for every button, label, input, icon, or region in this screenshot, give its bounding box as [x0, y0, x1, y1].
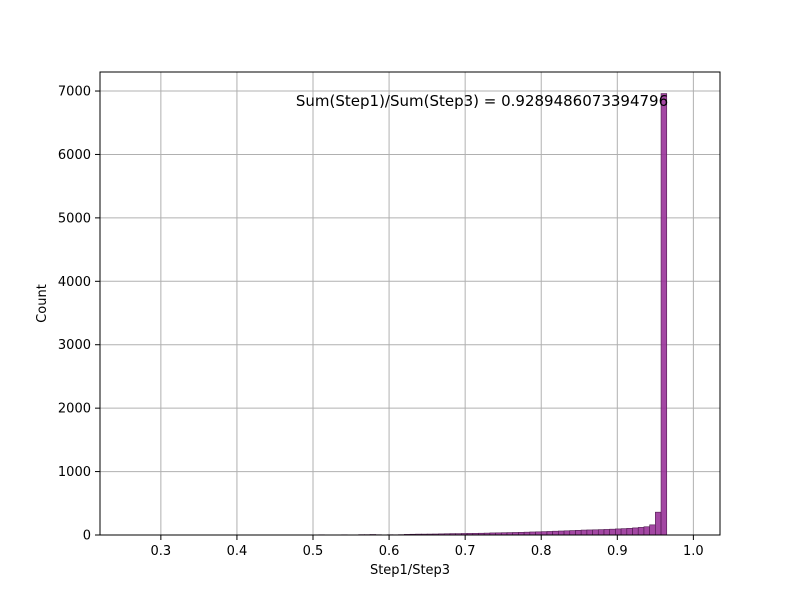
histogram-bar	[592, 529, 599, 536]
x-tick-label: 0.6	[379, 544, 400, 559]
histogram-bar	[569, 530, 576, 536]
histogram-bar	[597, 529, 605, 536]
histogram-bar	[655, 511, 662, 536]
x-axis-label: Step1/Step3	[370, 563, 450, 578]
y-tick-label: 6000	[58, 148, 91, 163]
histogram-bar	[603, 529, 610, 536]
histogram-bar	[575, 530, 582, 536]
histogram-bar	[552, 530, 559, 536]
histogram-bar	[660, 93, 668, 536]
histogram-bar	[626, 528, 633, 536]
histogram-bar	[586, 529, 593, 536]
histogram-bars	[118, 93, 668, 536]
x-axis-ticks: 0.3 0.4 0.5 0.6 0.7 0.8 0.9 1.0	[151, 535, 704, 559]
plot-frame	[99, 71, 721, 536]
histogram-bar	[546, 531, 553, 536]
histogram-bar	[563, 530, 571, 536]
y-tick-label: 3000	[58, 338, 91, 353]
histogram-bar	[540, 531, 548, 536]
histogram-bar	[580, 529, 588, 536]
histogram-bar	[609, 528, 616, 536]
y-tick-label: 5000	[58, 211, 91, 226]
histogram-bar	[558, 530, 565, 536]
x-tick-label: 0.3	[151, 544, 172, 559]
x-tick-label: 0.4	[227, 544, 248, 559]
histogram-bar	[615, 528, 622, 536]
histogram-bar	[637, 527, 645, 536]
y-axis-ticks: 0 1000 2000 3000 4000 5000 6000 7000	[58, 85, 100, 544]
grid-lines	[100, 72, 720, 536]
y-tick-label: 7000	[58, 85, 91, 100]
histogram-bar	[643, 526, 650, 536]
x-tick-label: 0.7	[455, 544, 476, 559]
x-tick-label: 0.8	[531, 544, 552, 559]
y-tick-label: 4000	[58, 275, 91, 290]
ratio-annotation: Sum(Step1)/Sum(Step3) = 0.92894860733947…	[296, 92, 668, 110]
histogram-bar	[649, 524, 656, 536]
y-tick-label: 0	[83, 529, 91, 544]
y-tick-label: 1000	[58, 465, 91, 480]
histogram-bar	[632, 527, 639, 536]
x-tick-label: 1.0	[683, 544, 704, 559]
x-tick-label: 0.5	[303, 544, 324, 559]
histogram-bar	[620, 528, 628, 536]
y-axis-label: Count	[35, 284, 50, 323]
x-tick-label: 0.9	[607, 544, 628, 559]
y-tick-label: 2000	[58, 402, 91, 417]
